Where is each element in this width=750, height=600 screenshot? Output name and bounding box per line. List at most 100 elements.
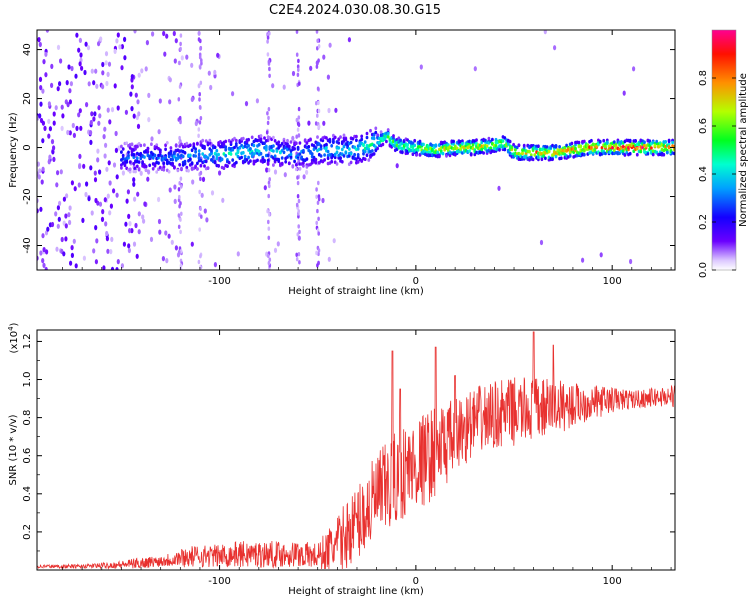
heatmap-cell [298,152,302,156]
heatmap-cell [41,166,45,172]
heatmap-cell [197,127,201,132]
heatmap-cell [226,164,229,168]
heatmap-cell [355,134,358,139]
y-axis-label: SNR (10 * v/v) [8,414,19,485]
heatmap-cell [107,160,111,166]
heatmap-cell [325,136,328,140]
heatmap-cell [137,167,141,172]
heatmap-cell [165,33,169,39]
heatmap-cell [503,136,507,140]
heatmap-cell [148,163,152,168]
heatmap-cell [256,158,259,163]
heatmap-cell [376,146,379,151]
heatmap-cell [64,223,68,229]
heatmap-cell [134,92,138,98]
heatmap-cell [94,68,98,74]
heatmap-cell [302,174,306,180]
heatmap-cell [305,169,309,175]
heatmap-cell [413,143,417,148]
heatmap-cell [266,35,270,40]
heatmap-cell [662,152,666,157]
heatmap-cell [221,197,225,203]
heatmap-cell [392,134,395,138]
heatmap-cell [293,147,296,151]
heatmap-cell [101,84,105,90]
heatmap-cell [272,149,275,153]
heatmap-cell [78,37,82,44]
heatmap-cell [93,177,98,183]
heatmap-cell [249,159,252,163]
y-tick-label: 0.2 [22,524,33,540]
heatmap-cell [317,124,321,129]
heatmap-cell [47,118,51,124]
heatmap-cell [362,152,365,156]
heatmap-cell [337,141,341,145]
heatmap-cell [170,239,174,245]
heatmap-cell [130,84,134,90]
heatmap-cell [194,150,198,154]
heatmap-cell [252,143,256,148]
heatmap-cell [190,161,194,165]
heatmap-cell [130,228,134,234]
heatmap-cell [89,130,93,136]
heatmap-cell [197,37,201,42]
heatmap-cell [133,196,137,202]
heatmap-cell [90,210,94,216]
heatmap-cell [89,165,93,171]
heatmap-cell [597,142,600,146]
heatmap-cell [50,139,55,145]
heatmap-cell [415,153,418,157]
heatmap-cell [315,220,319,226]
heatmap-cell [103,126,107,132]
heatmap-cell [185,165,189,170]
heatmap-cell [247,137,251,142]
colorbar-gradient [712,30,736,270]
heatmap-cell [322,120,326,126]
heatmap-cell [266,52,270,57]
heatmap-cell [441,151,445,156]
heatmap-cell [173,198,177,204]
heatmap-cell [151,167,155,171]
y-tick-label: -20 [22,188,33,204]
heatmap-cell [196,161,199,166]
heatmap-cell [125,141,129,145]
heatmap-cell [272,144,275,148]
heatmap-cell [356,153,360,157]
heatmap-cell [297,133,301,138]
heatmap-cell [113,48,117,55]
heatmap-cell [127,243,131,249]
heatmap-cell [268,66,271,72]
heatmap-cell [117,145,121,151]
heatmap-cell [86,45,91,51]
heatmap-cell [611,145,614,150]
heatmap-cell [141,214,145,220]
y-axis-label: Frequency (Hz) [8,112,19,188]
heatmap-cell [337,146,341,150]
heatmap-cell [267,253,270,259]
heatmap-cell [115,192,119,198]
heatmap-cell [87,81,91,87]
heatmap-cell [370,149,374,153]
heatmap-cell [123,36,127,43]
heatmap-cell [196,142,199,146]
heatmap-cell [363,140,367,144]
heatmap-cell [197,156,201,160]
heatmap-cell [135,164,139,169]
heatmap-cell [298,260,301,265]
heatmap-cell [147,169,151,175]
heatmap-cell [539,239,544,246]
heatmap-cell [178,194,181,200]
heatmap-cell [316,200,320,205]
heatmap-cell [130,142,134,147]
heatmap-cell [272,163,275,167]
heatmap-cell [164,230,168,236]
heatmap-cell [328,140,332,144]
heatmap-cell [529,153,533,157]
heatmap-cell [321,197,325,204]
heatmap-cell [157,161,160,165]
heatmap-cell [190,62,194,68]
heatmap-cell [570,141,574,146]
heatmap-cell [199,116,203,121]
heatmap-cell [155,143,159,147]
heatmap-cell [206,156,210,160]
